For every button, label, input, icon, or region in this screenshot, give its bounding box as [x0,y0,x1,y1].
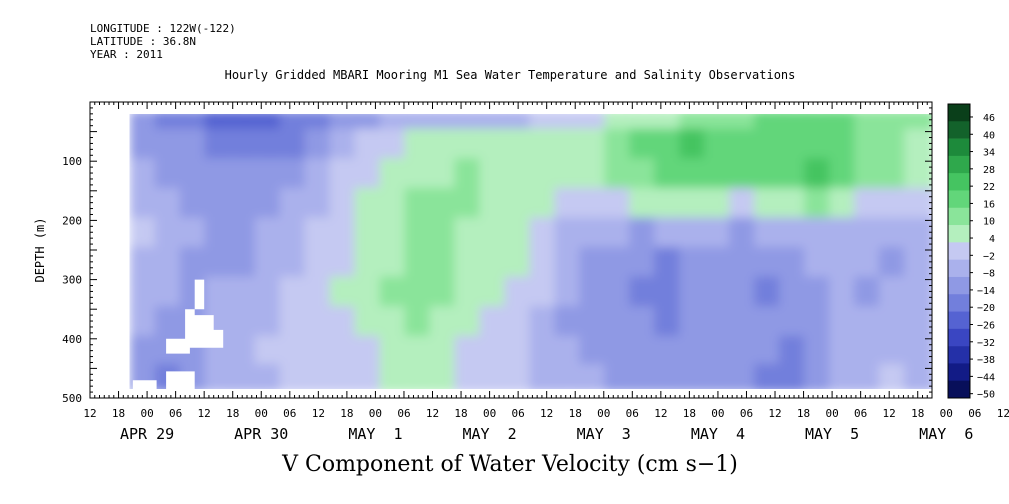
x-hour-tick-label: 12 [540,407,553,420]
x-hour-tick-label: 18 [797,407,810,420]
colorbar-swatch [948,104,970,122]
colorbar: 46 40 34 28 22 16 10 4 −2 −8 −14 −20 −26 −32 −38 −44 −50 [947,103,995,401]
colorbar-swatch [948,242,970,260]
y-tick-label: 400 [62,333,82,346]
x-hour-tick-label: 18 [683,407,696,420]
colorbar-swatch [948,225,970,243]
missing-data-patch [132,380,157,390]
missing-data-patch [166,371,195,390]
x-day-label: MAY 5 [805,425,859,443]
colorbar-swatch [948,328,970,347]
x-hour-tick-label: 18 [340,407,353,420]
colorbar-label: 10 [983,217,995,228]
x-hour-tick-label: 06 [740,407,753,420]
colorbar-swatch [948,138,970,157]
chart-title: Hourly Gridded MBARI Mooring M1 Sea Wate… [224,68,796,82]
x-hour-tick-label: 12 [426,407,439,420]
colorbar-swatch [948,173,970,191]
colorbar-label: −26 [977,321,995,332]
x-hour-tick-label: 00 [711,407,724,420]
x-hour-tick-label: 06 [854,407,867,420]
x-hour-tick-label: 06 [512,407,525,420]
colorbar-swatch [948,346,970,364]
colorbar-label: 40 [983,130,995,141]
year-label: YEAR : 2011 [90,48,163,61]
missing-data-mask [132,279,224,390]
colorbar-label: −32 [977,338,995,349]
colorbar-swatch [948,294,970,312]
x-hour-tick-label: 06 [626,407,639,420]
x-day-label: MAY 1 [348,425,402,443]
x-hour-tick-label: 12 [768,407,781,420]
x-hour-tick-label: 12 [654,407,667,420]
y-tick-label: 300 [62,274,82,287]
x-day-label: MAY 2 [462,425,516,443]
x-hour-tick-label: 18 [226,407,239,420]
x-day-label: APR 29 [120,425,174,443]
colorbar-label: −14 [977,286,995,297]
colorbar-frame [947,103,971,399]
colorbar-label: 16 [983,199,995,210]
colorbar-label: −50 [977,390,995,401]
colorbar-label: 4 [989,234,995,245]
heatmap-field [129,114,932,389]
x-axis: 12 18 00 06 12 18 00 06 12 18 00 06 12 18 00 06 12 18 00 06… [83,102,1009,443]
y-tick-label: 100 [62,155,82,168]
x-hour-tick-label: 00 [597,407,610,420]
x-hour-tick-label: 12 [83,407,96,420]
colorbar-label: −2 [983,251,995,262]
x-hour-tick-label: 00 [369,407,382,420]
x-hour-tick-label: 18 [454,407,467,420]
x-day-label: MAY 3 [577,425,631,443]
colorbar-label: 34 [983,148,995,159]
x-hour-tick-label: 00 [940,407,953,420]
missing-data-patch [166,338,190,354]
colorbar-swatch [948,190,970,209]
x-day-label: APR 30 [234,425,288,443]
x-hour-tick-label: 18 [112,407,125,420]
colorbar-label: 28 [983,165,995,176]
x-hour-tick-label: 12 [997,407,1009,420]
colorbar-label: −38 [977,355,995,366]
y-tick-label: 200 [62,214,82,227]
y-tick-label: 500 [62,392,82,405]
x-hour-tick-label: 06 [397,407,410,420]
colorbar-label: −44 [977,372,995,383]
colorbar-swatch [948,276,970,295]
colorbar-label: 46 [983,113,995,124]
x-hour-tick-label: 00 [255,407,268,420]
longitude-label: LONGITUDE : 122W(-122) [90,22,236,35]
colorbar-swatch [948,207,970,226]
variable-caption: V Component of Water Velocity (cm s−1) [282,452,738,477]
colorbar-swatch [948,121,970,139]
x-hour-tick-label: 00 [483,407,496,420]
x-hour-tick-label: 06 [968,407,981,420]
y-axis-label: DEPTH (m) [33,217,47,282]
colorbar-swatch [948,380,970,399]
x-hour-tick-label: 12 [312,407,325,420]
x-hour-tick-label: 06 [283,407,296,420]
x-hour-tick-label: 00 [140,407,153,420]
colorbar-swatch [948,155,970,174]
x-day-label: MAY 4 [691,425,745,443]
y-axis: 100 200 300 400 500 [62,107,932,405]
colorbar-swatch [948,363,970,382]
x-hour-tick-label: 06 [169,407,182,420]
colorbar-swatch [948,311,970,330]
latitude-label: LATITUDE : 36.8N [90,35,196,48]
x-hour-tick-label: 18 [911,407,924,420]
x-day-label: MAY 6 [919,425,973,443]
x-hour-tick-label: 00 [825,407,838,420]
x-hour-tick-label: 12 [198,407,211,420]
colorbar-label: −20 [977,303,995,314]
colorbar-label: 22 [983,182,995,193]
x-hour-tick-label: 12 [883,407,896,420]
colorbar-label: −8 [983,269,995,280]
x-hour-tick-label: 18 [569,407,582,420]
colorbar-swatch [948,259,970,278]
missing-data-patch [185,279,224,348]
